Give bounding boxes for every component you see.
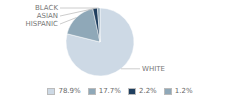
html-text:1.2%: 1.2% <box>174 87 193 95</box>
svg-text:HISPANIC: HISPANIC <box>25 20 58 28</box>
svg-text:WHITE: WHITE <box>142 65 165 73</box>
svg-text:BLACK: BLACK <box>35 4 58 12</box>
svg-text:ASIAN: ASIAN <box>37 12 58 20</box>
html-text:2.2%: 2.2% <box>139 87 157 95</box>
html-text:78.9%: 78.9% <box>58 87 81 95</box>
html-text:17.7%: 17.7% <box>98 87 121 95</box>
